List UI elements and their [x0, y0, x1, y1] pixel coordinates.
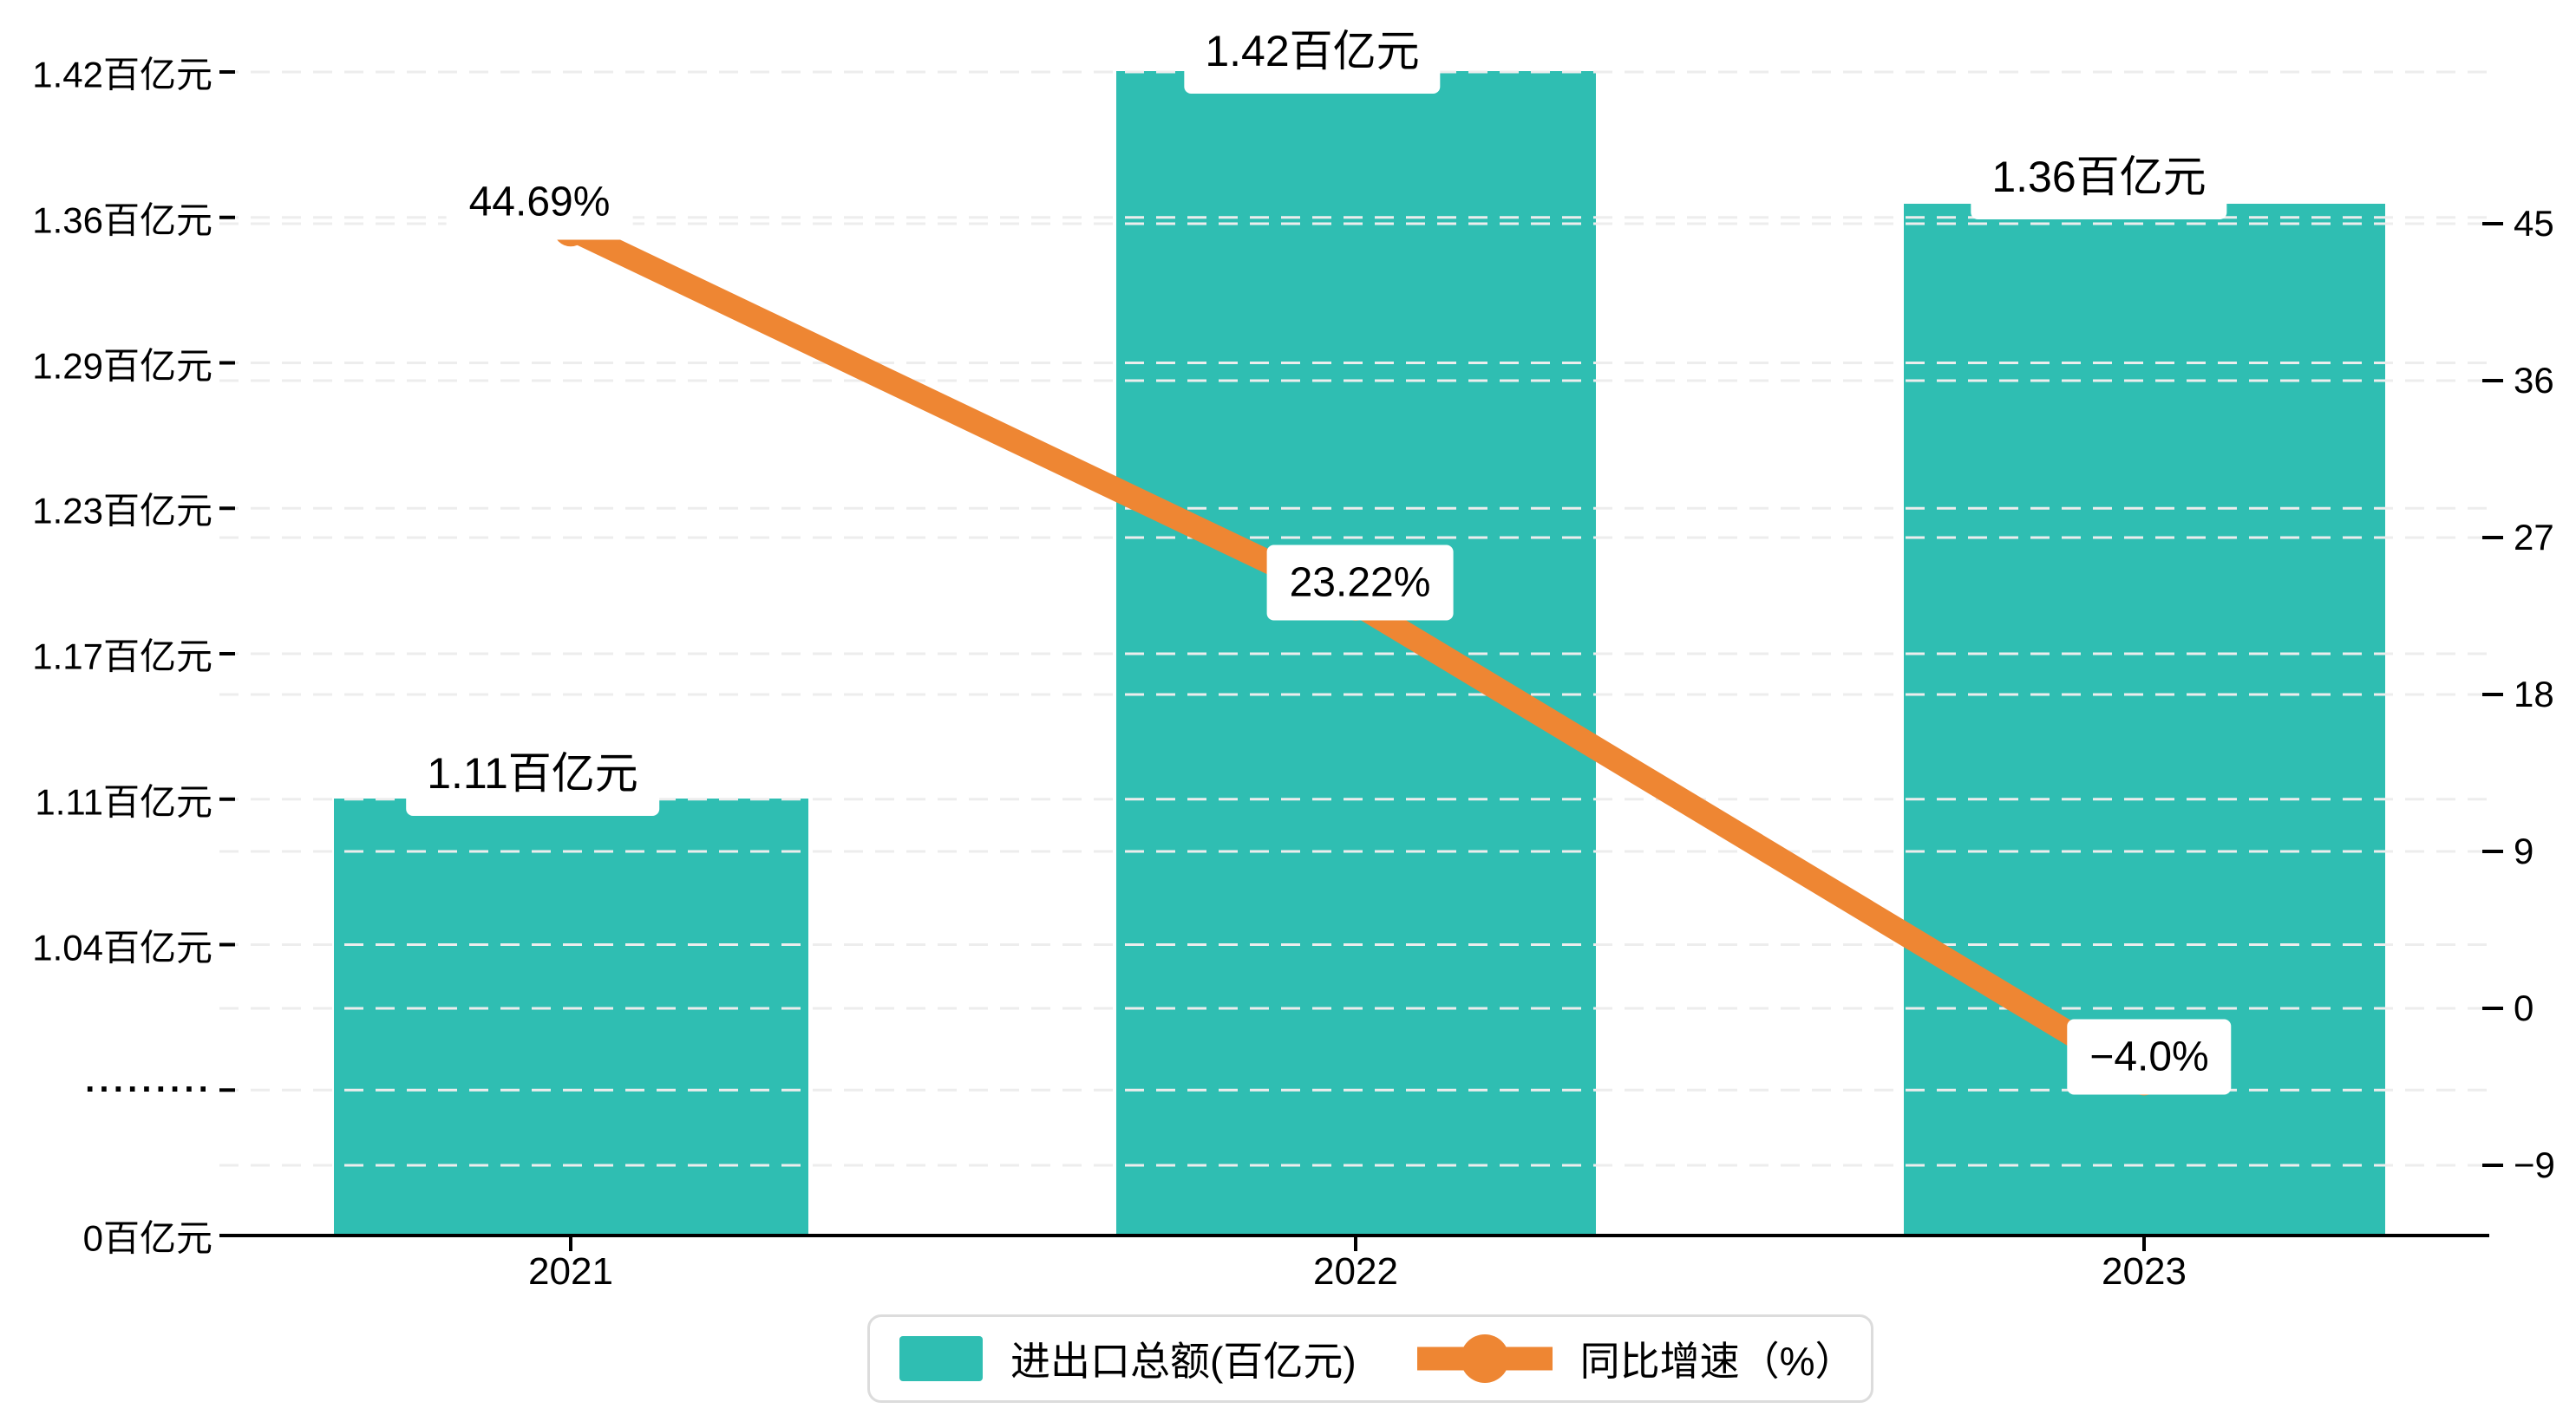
legend-line-label: 同比增速（%）: [1579, 1339, 1855, 1384]
legend-item-bar-series[interactable]: 进出口总额(百亿元): [899, 1330, 1357, 1387]
growth-point-2023[interactable]: [2127, 1060, 2161, 1096]
growth-point-2021[interactable]: [553, 212, 588, 247]
bar-2021[interactable]: [334, 799, 808, 1236]
legend-bar-swatch-icon: [899, 1336, 983, 1381]
legend-bar-label: 进出口总额(百亿元): [1010, 1339, 1357, 1384]
legend-item-line-series[interactable]: 同比增速（%）: [1416, 1330, 1855, 1387]
legend-line-marker-icon: [1416, 1334, 1553, 1383]
legend: 进出口总额(百亿元) 同比增速（%）: [867, 1314, 1873, 1403]
growth-point-2022[interactable]: [1338, 586, 1373, 622]
legend-line-dot: [1460, 1334, 1509, 1383]
